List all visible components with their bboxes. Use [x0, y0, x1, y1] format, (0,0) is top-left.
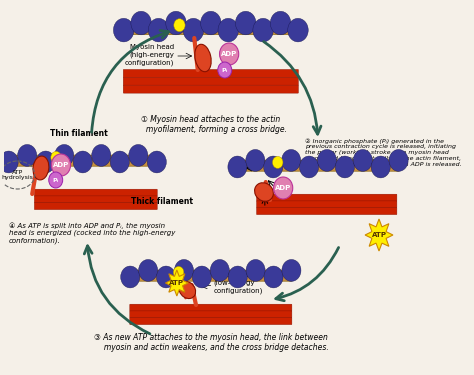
FancyBboxPatch shape — [130, 318, 292, 325]
Text: Myosin head
(high-energy
configuration): Myosin head (high-energy configuration) — [125, 45, 174, 66]
Circle shape — [148, 18, 169, 42]
Circle shape — [273, 177, 293, 199]
Circle shape — [389, 150, 408, 171]
Circle shape — [51, 154, 71, 176]
FancyBboxPatch shape — [130, 304, 292, 311]
Circle shape — [288, 18, 308, 42]
Circle shape — [113, 18, 134, 42]
Circle shape — [147, 151, 166, 173]
Circle shape — [121, 266, 140, 288]
Circle shape — [336, 156, 355, 178]
FancyBboxPatch shape — [35, 202, 157, 210]
Circle shape — [0, 151, 18, 173]
FancyArrowPatch shape — [84, 246, 150, 334]
FancyBboxPatch shape — [256, 194, 397, 201]
Circle shape — [51, 152, 61, 164]
Circle shape — [318, 150, 337, 171]
Circle shape — [210, 260, 229, 281]
Circle shape — [282, 260, 301, 281]
Text: ADP: ADP — [275, 185, 292, 191]
Circle shape — [166, 11, 186, 35]
FancyArrowPatch shape — [276, 248, 338, 301]
Circle shape — [55, 144, 74, 166]
Text: ③ As new ATP attaches to the myosin head, the link between
     myosin and actin: ③ As new ATP attaches to the myosin head… — [92, 333, 329, 352]
FancyBboxPatch shape — [256, 208, 397, 214]
Text: ADP: ADP — [53, 162, 69, 168]
Text: ADP: ADP — [221, 51, 237, 57]
Circle shape — [371, 156, 390, 178]
FancyBboxPatch shape — [256, 201, 397, 208]
Circle shape — [228, 266, 247, 288]
Circle shape — [218, 18, 238, 42]
Circle shape — [183, 18, 204, 42]
FancyBboxPatch shape — [35, 189, 157, 196]
Circle shape — [110, 151, 129, 173]
Circle shape — [49, 172, 63, 188]
Circle shape — [73, 151, 92, 173]
FancyBboxPatch shape — [237, 160, 400, 171]
Circle shape — [282, 150, 301, 171]
FancyArrowPatch shape — [91, 30, 169, 132]
FancyBboxPatch shape — [130, 311, 292, 318]
Text: Pᵢ: Pᵢ — [53, 177, 59, 183]
Circle shape — [270, 11, 291, 35]
Circle shape — [218, 62, 232, 78]
Circle shape — [201, 11, 221, 35]
Ellipse shape — [179, 282, 196, 298]
FancyBboxPatch shape — [8, 155, 158, 166]
Text: ATP
hydrolysis: ATP hydrolysis — [1, 170, 33, 180]
Ellipse shape — [195, 44, 211, 72]
Circle shape — [129, 144, 148, 166]
Text: ATP: ATP — [169, 280, 184, 286]
Circle shape — [253, 18, 273, 42]
Circle shape — [300, 156, 319, 178]
FancyBboxPatch shape — [123, 85, 299, 93]
Circle shape — [156, 266, 175, 288]
FancyBboxPatch shape — [123, 69, 299, 78]
Text: Thin filament: Thin filament — [49, 129, 107, 138]
Text: Myosin head
(low-energy
configuration): Myosin head (low-energy configuration) — [213, 273, 263, 294]
Circle shape — [264, 266, 283, 288]
Circle shape — [173, 266, 184, 278]
Circle shape — [174, 260, 193, 281]
Circle shape — [236, 11, 256, 35]
Circle shape — [219, 43, 239, 65]
Circle shape — [246, 260, 265, 281]
Circle shape — [264, 156, 283, 178]
Circle shape — [246, 150, 265, 171]
Circle shape — [131, 11, 151, 35]
Circle shape — [18, 144, 36, 166]
Text: ATP: ATP — [372, 232, 386, 238]
Ellipse shape — [33, 156, 49, 180]
FancyBboxPatch shape — [123, 77, 299, 85]
Circle shape — [192, 266, 211, 288]
Ellipse shape — [255, 183, 273, 201]
Circle shape — [92, 144, 111, 166]
Circle shape — [353, 150, 372, 171]
FancyArrowPatch shape — [264, 42, 321, 134]
Text: Pᵢ: Pᵢ — [222, 68, 228, 72]
Text: ④ As ATP is split into ADP and Pᵢ, the myosin
head is energized (cocked into the: ④ As ATP is split into ADP and Pᵢ, the m… — [9, 222, 175, 244]
Circle shape — [138, 260, 158, 281]
Text: ① Myosin head attaches to the actin
     myofilament, forming a cross bridge.: ① Myosin head attaches to the actin myof… — [134, 115, 287, 134]
Polygon shape — [365, 219, 393, 251]
Text: Thick filament: Thick filament — [131, 198, 192, 207]
Circle shape — [174, 19, 185, 32]
Circle shape — [36, 151, 55, 173]
FancyBboxPatch shape — [129, 270, 292, 281]
FancyBboxPatch shape — [123, 23, 299, 34]
Circle shape — [273, 156, 283, 168]
Text: ② Inorganic phosphate (Pᵢ) generated in the
previous contraction cycle is releas: ② Inorganic phosphate (Pᵢ) generated in … — [305, 138, 462, 167]
FancyBboxPatch shape — [35, 196, 157, 203]
Circle shape — [228, 156, 247, 178]
Polygon shape — [165, 270, 188, 296]
